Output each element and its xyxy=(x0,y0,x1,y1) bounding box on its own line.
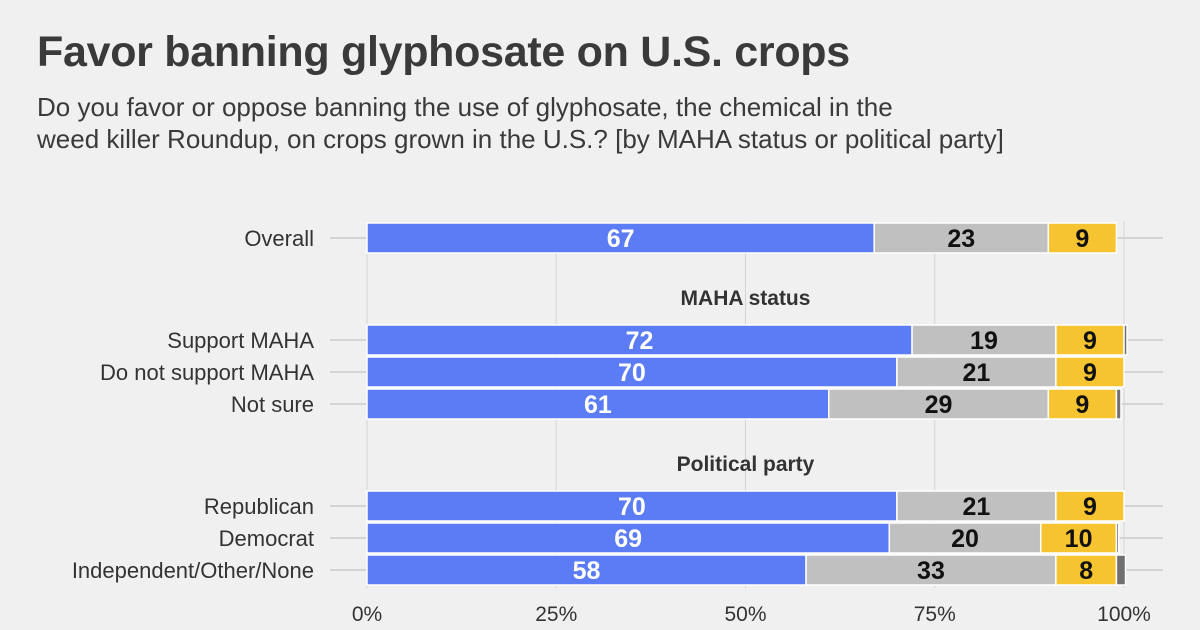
data-label: 72 xyxy=(626,327,654,355)
data-label: 9 xyxy=(1083,327,1097,355)
x-tick-label: 75% xyxy=(914,603,956,626)
row-label: Overall xyxy=(244,226,314,251)
data-label: 19 xyxy=(970,327,998,355)
data-label: 70 xyxy=(618,359,646,387)
bar-segment xyxy=(1055,554,1118,586)
group-heading: Political party xyxy=(677,453,815,476)
bar-segment xyxy=(911,324,1057,356)
data-label: 23 xyxy=(947,225,975,253)
data-label: 58 xyxy=(573,557,601,585)
data-label: 9 xyxy=(1075,391,1089,419)
data-label: 8 xyxy=(1079,557,1093,585)
bar-segment xyxy=(1055,490,1125,522)
bar-segment xyxy=(1039,522,1118,554)
bar-segment xyxy=(366,554,807,586)
bar-segment xyxy=(896,490,1057,522)
data-label: 29 xyxy=(925,391,953,419)
data-label: 9 xyxy=(1075,225,1089,253)
row-label: Do not support MAHA xyxy=(100,360,314,385)
bar-segment xyxy=(1055,356,1125,388)
data-label: 9 xyxy=(1083,359,1097,387)
x-tick-label: 50% xyxy=(724,603,766,626)
row-label: Support MAHA xyxy=(167,328,314,353)
data-label: 61 xyxy=(584,391,612,419)
data-label: 21 xyxy=(962,493,990,521)
x-tick-label: 0% xyxy=(352,603,382,626)
bar-segment xyxy=(366,222,875,254)
data-label: 33 xyxy=(917,557,945,585)
data-label: 70 xyxy=(618,493,646,521)
bar-segment xyxy=(1115,522,1120,554)
bar-segment xyxy=(1115,554,1127,586)
data-label: 9 xyxy=(1083,493,1097,521)
data-label: 67 xyxy=(607,225,635,253)
bar-segment xyxy=(366,356,898,388)
row-label: Independent/Other/None xyxy=(72,558,314,583)
bar-segment xyxy=(896,356,1057,388)
bar-segment xyxy=(888,522,1042,554)
bar-segment xyxy=(1047,222,1118,254)
data-label: 20 xyxy=(951,525,979,553)
data-label: 10 xyxy=(1065,525,1093,553)
data-label: 69 xyxy=(614,525,642,553)
group-heading: MAHA status xyxy=(681,287,811,310)
data-label: 21 xyxy=(962,359,990,387)
bar-segment xyxy=(1047,388,1118,420)
row-label: Republican xyxy=(204,494,314,519)
x-tick-label: 25% xyxy=(535,603,577,626)
chart-subtitle-line-1: Do you favor or oppose banning the use o… xyxy=(37,92,893,122)
bar-segment xyxy=(1115,388,1122,420)
bar-segment xyxy=(805,554,1057,586)
row-label: Democrat xyxy=(219,526,314,551)
chart-title: Favor banning glyphosate on U.S. crops xyxy=(37,28,850,76)
bar-segment xyxy=(1123,324,1128,356)
bar-segment xyxy=(366,388,830,420)
row-label: Not sure xyxy=(231,392,314,417)
bar-segment xyxy=(366,522,891,554)
chart-subtitle-line-2: weed killer Roundup, on crops grown in t… xyxy=(37,124,1004,154)
x-tick-label: 100% xyxy=(1097,603,1151,626)
